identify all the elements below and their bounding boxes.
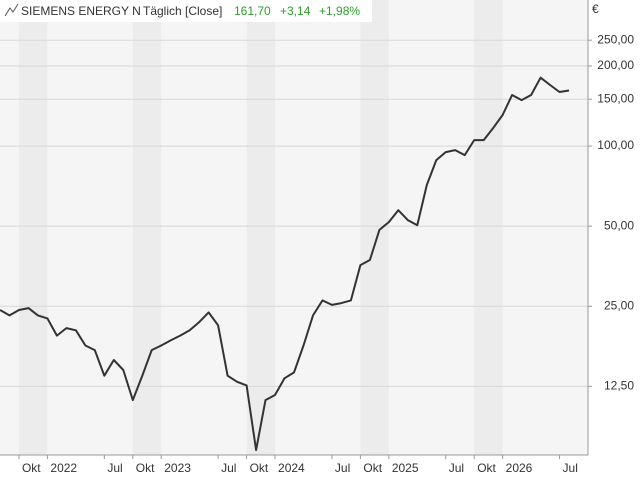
quarter-band bbox=[474, 0, 503, 455]
x-tick-label: Jul bbox=[563, 461, 578, 475]
change: +3,14 bbox=[280, 4, 311, 18]
y-tick-label: 250,00 bbox=[597, 32, 634, 46]
chart-icon bbox=[4, 3, 19, 17]
y-tick-label: 50,00 bbox=[604, 218, 634, 232]
quarter-band bbox=[360, 0, 389, 455]
x-tick-label: Okt bbox=[22, 461, 41, 475]
subtitle: Täglich [Close] bbox=[143, 4, 222, 18]
x-tick-label: 2026 bbox=[506, 461, 533, 475]
y-tick-label: 200,00 bbox=[597, 58, 634, 72]
y-tick-label: 25,00 bbox=[604, 298, 634, 312]
quarter-band bbox=[246, 0, 276, 455]
chart-title: SIEMENS ENERGY N bbox=[21, 4, 141, 18]
x-tick-label: Okt bbox=[477, 461, 496, 475]
x-tick-label: Okt bbox=[363, 461, 382, 475]
x-tick-label: Jul bbox=[335, 461, 350, 475]
quarter-band bbox=[18, 0, 48, 455]
x-tick-label: 2023 bbox=[164, 461, 191, 475]
x-tick-label: Okt bbox=[136, 461, 155, 475]
x-tick-label: 2022 bbox=[50, 461, 77, 475]
y-tick-label: 100,00 bbox=[597, 138, 634, 152]
y-tick-label: 12,50 bbox=[604, 379, 634, 393]
change-percent: +1,98% bbox=[319, 4, 360, 18]
x-tick-label: Jul bbox=[221, 461, 236, 475]
price-line bbox=[0, 76, 570, 452]
x-tick-label: 2024 bbox=[278, 461, 305, 475]
header-background bbox=[0, 0, 372, 22]
y-axis-label: € bbox=[592, 2, 599, 16]
last-value: 161,70 bbox=[234, 4, 271, 18]
x-tick-label: Jul bbox=[107, 461, 122, 475]
x-tick-label: Jul bbox=[449, 461, 464, 475]
y-tick-label: 150,00 bbox=[597, 91, 634, 105]
x-tick-label: Okt bbox=[250, 461, 269, 475]
x-tick-label: 2025 bbox=[392, 461, 419, 475]
quarter-band bbox=[132, 0, 162, 455]
